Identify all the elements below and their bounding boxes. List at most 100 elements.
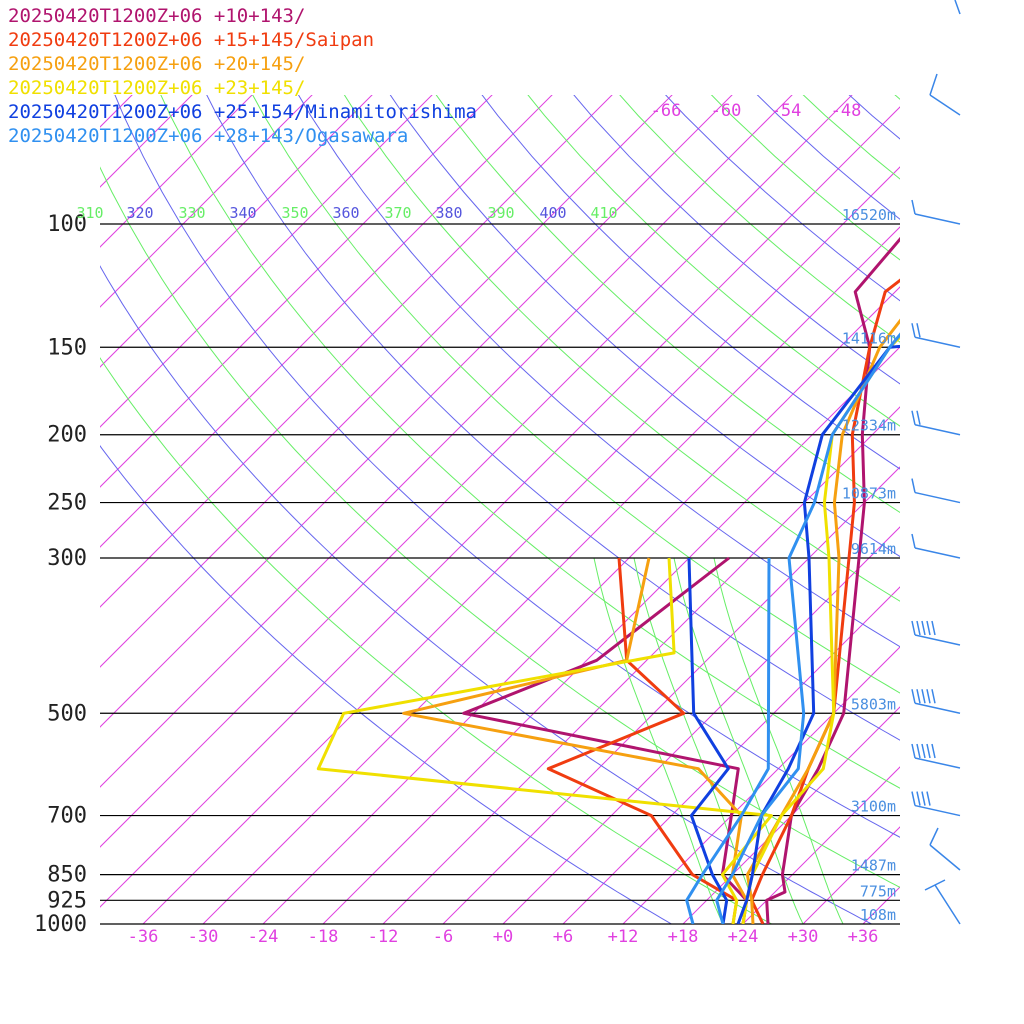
dewpoint-profile-line [546,557,739,924]
theta-label: 320 [126,204,153,222]
isotherm-line [983,0,1024,924]
isotherm-line [100,95,553,548]
wind-barb-feather [921,791,926,806]
wind-barb-feather [916,410,921,425]
temperature-tick-label: +36 [848,927,879,947]
wind-barb [954,0,961,15]
wind-barb [924,879,946,891]
temperature-tick-label: -30 [188,927,219,947]
dry-adiabat-line [160,95,900,789]
temperature-profile-line [715,332,900,924]
wind-barb [914,634,961,646]
wind-barb-feather [921,743,926,759]
isotherm-line [262,286,900,924]
height-label: 14116m [842,329,896,347]
wind-barb-feather [911,478,916,493]
isotherm-line [322,346,900,924]
wind-barb-feather [921,689,926,704]
wind-barb-feather [911,410,916,425]
wind-barb [929,844,961,871]
temperature-tick-label: -6 [433,927,453,947]
dry-adiabat-line [252,95,900,694]
moist-adiabat-line [633,557,764,924]
wind-barb [934,884,961,925]
wind-barb-feather [916,743,921,759]
pressure-tick-label: 150 [47,335,87,360]
isotherm-line [862,886,900,924]
temperature-tick-label: -24 [248,927,279,947]
isotherm-top-label: -48 [831,101,862,121]
wind-barb [914,336,961,348]
pressure-tick-label: 250 [47,491,87,516]
height-label: 3100m [851,798,896,816]
height-label: 5803m [851,695,896,713]
theta-label: 340 [229,204,256,222]
temperature-tick-label: -36 [128,927,159,947]
wind-barb [914,804,961,817]
legend-entry: 20250420T1200Z+06 +10+143/ [8,5,306,27]
wind-barb-feather [916,791,921,806]
isotherm-line [100,95,433,428]
dry-adiabat-line [619,95,900,343]
wind-barb [914,491,961,504]
temperature-profile-line [765,236,900,924]
wind-barb-feather [931,743,936,759]
sounding-profiles [316,236,900,924]
theta-label: 380 [435,204,462,222]
wind-barb [929,827,939,846]
pressure-tick-label: 100 [47,212,87,237]
wind-barb-feather [916,620,921,636]
theta-label: 370 [384,204,411,222]
wind-barb-feather [926,620,931,636]
isotherm-line [442,466,900,924]
temperature-tick-label: +6 [553,927,573,947]
dry-adiabat-line [389,95,900,558]
dewpoint-profile-line [685,557,771,924]
height-label: 1487m [851,857,896,875]
pressure-tick-label: 300 [47,546,87,571]
wind-barb-feather [911,791,916,806]
isotherm-top-label: -60 [711,101,742,121]
wind-barb [914,423,961,436]
theta-label: 350 [281,204,308,222]
wind-barb-feather [911,533,916,549]
temperature-profile-line [750,278,900,924]
isotherm-line [100,95,673,668]
dry-adiabat-line [343,95,900,602]
temperature-tick-label: +12 [608,927,639,947]
legend-entry: 20250420T1200Z+06 +15+145/Saipan [8,29,375,51]
isotherm-top-label: -54 [771,101,802,121]
isotherm-line [202,226,900,924]
wind-barb [914,757,961,769]
height-label: 9614m [851,540,896,558]
wind-barb [929,73,938,96]
isotherm-line [802,826,900,924]
theta-label: 400 [539,204,566,222]
dry-adiabat-line [100,357,773,924]
pressure-tick-label: 500 [47,701,87,726]
wind-barb-feather [911,199,916,215]
theta-label: 390 [487,204,514,222]
legend-entry: 20250420T1200Z+06 +20+145/ [8,53,306,75]
isotherm-line [100,95,853,848]
height-label: 108m [860,906,896,924]
pressure-tick-label: 1000 [34,912,87,937]
isotherm-line [682,706,900,924]
wind-barb-feather [931,620,936,636]
pressure-tick-label: 700 [47,804,87,829]
temperature-tick-label: +18 [668,927,699,947]
dewpoint-profile-line [687,557,730,924]
isotherm-line [100,95,613,608]
wind-barbs [911,0,961,925]
isotherm-line [562,586,900,924]
temperature-profile-line [745,318,900,924]
dry-adiabat-line [206,95,900,741]
height-label: 12334m [842,417,896,435]
isotherm-grid [100,0,1024,924]
isotherm-line [100,95,493,488]
theta-label: 330 [178,204,205,222]
legend-entry: 20250420T1200Z+06 +25+154/Minamitorishim… [8,101,477,123]
pressure-tick-label: 850 [47,863,87,888]
